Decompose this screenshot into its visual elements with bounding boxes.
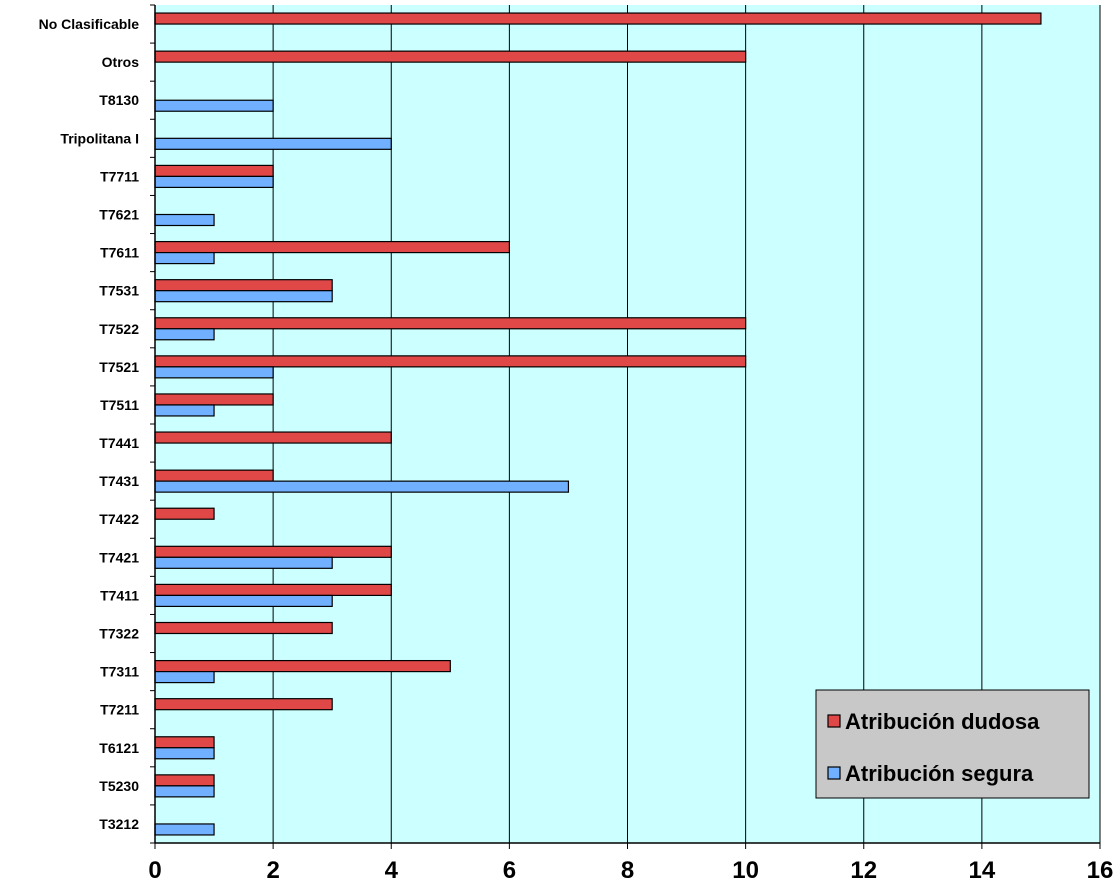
category-label-12: T7431 [99,473,139,489]
bar-segura-17 [154,670,215,684]
category-label-19: T6121 [99,740,139,756]
category-label-9: T7521 [99,359,139,375]
category-label-21: T3212 [99,816,139,832]
bar-dudosa-13 [154,507,215,520]
x-tick-label-1: 2 [266,857,279,884]
x-tick-label-6: 12 [850,857,877,884]
bar-segura-2 [154,99,274,112]
bar-segura-6 [154,251,215,265]
category-label-8: T7522 [99,321,139,337]
x-tick-labels: 0 2 4 6 8 10 12 14 16 [148,857,1113,884]
bar-dudosa-18 [154,698,333,711]
bar-segura-14 [154,556,333,569]
category-label-11: T7441 [99,435,139,451]
bar-dudosa-17 [154,659,451,673]
category-label-20: T5230 [99,778,139,794]
bar-dudosa-1 [154,50,747,63]
bar-dudosa-12 [154,469,274,482]
axes [150,4,1101,849]
bar-dudosa-16 [154,621,333,635]
bar-segura-8 [154,328,215,341]
bar-dudosa-20 [154,774,215,787]
bar-segura-4 [154,175,274,189]
bar-dudosa-19 [154,736,215,749]
bar-segura-10 [154,404,215,417]
legend-label-1: Atribución segura [845,761,1034,786]
x-tick-label-5: 10 [732,857,759,884]
x-tick-label-7: 14 [969,857,996,884]
x-tick-label-0: 0 [148,857,161,884]
bars [154,12,1042,836]
category-label-7: T7531 [99,283,139,299]
category-label-2: T8130 [99,92,139,108]
category-label-17: T7311 [100,664,139,680]
bar-dudosa-4 [154,164,274,178]
bar-segura-21 [154,823,215,836]
bar-dudosa-6 [154,240,510,254]
category-label-16: T7322 [99,626,139,642]
x-tick-label-3: 6 [503,857,516,884]
category-label-4: T7711 [100,168,139,184]
bar-dudosa-10 [154,393,274,406]
x-tick-label-2: 4 [385,857,399,884]
legend: Atribución dudosa Atribución segura [815,689,1090,799]
bar-dudosa-0 [154,12,1042,25]
x-tick-label-4: 8 [621,857,634,884]
bar-segura-19 [154,747,215,760]
category-label-15: T7411 [100,587,139,603]
legend-label-0: Atribución dudosa [845,709,1040,734]
bar-dudosa-15 [154,583,392,597]
legend-swatch-1 [827,766,841,780]
bar-dudosa-7 [154,279,333,292]
category-label-14: T7421 [99,549,139,565]
category-label-5: T7621 [99,207,139,223]
bar-segura-3 [154,137,392,150]
bar-dudosa-14 [154,545,392,558]
category-label-10: T7511 [100,397,139,413]
category-label-3: Tripolitana I [60,130,139,146]
category-label-13: T7422 [99,511,139,527]
legend-swatch-0 [827,714,841,728]
category-label-0: No Clasificable [39,16,140,32]
bar-segura-5 [154,213,215,227]
x-tick-label-8: 16 [1087,857,1114,884]
bar-segura-15 [154,594,333,608]
bar-segura-7 [154,290,333,303]
legend-box [815,689,1090,799]
category-label-1: Otros [102,54,140,70]
category-label-6: T7611 [100,245,139,261]
bar-dudosa-11 [154,431,392,444]
bar-segura-9 [154,366,274,379]
category-label-18: T7211 [100,702,139,718]
bar-dudosa-9 [154,355,747,368]
bar-dudosa-8 [154,317,747,330]
bar-segura-20 [154,785,215,798]
bar-segura-12 [154,480,570,493]
category-labels: No Clasificable Otros T8130 Tripolitana I T7… [39,16,140,832]
